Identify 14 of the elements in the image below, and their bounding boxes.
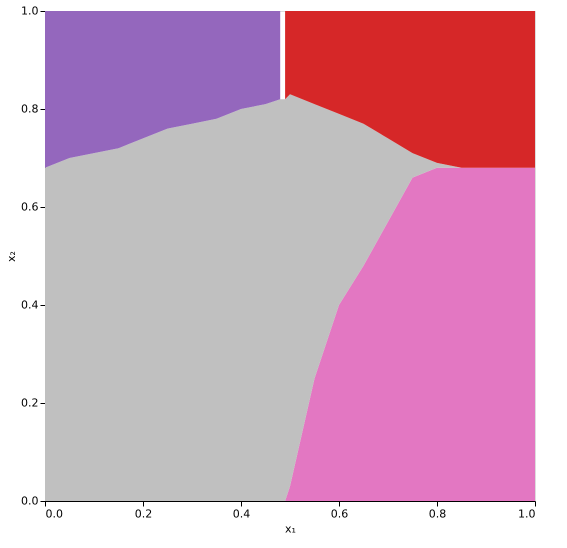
y-tick-label: 1.0 bbox=[21, 4, 38, 18]
x-tick-label: 0.6 bbox=[330, 508, 348, 520]
y-axis-title: x₂ bbox=[5, 251, 18, 262]
y-tick-label: 0.0 bbox=[21, 494, 38, 508]
x-tick-label: 0.2 bbox=[134, 508, 152, 520]
x-tick-label: 1.0 bbox=[518, 508, 536, 520]
y-tick-label: 0.4 bbox=[21, 298, 38, 312]
y-tick-label: 0.8 bbox=[21, 102, 38, 116]
x-axis-title: x₁ bbox=[285, 522, 296, 536]
x-tick-label: 0.8 bbox=[428, 508, 446, 520]
x-tick-label: 0.4 bbox=[232, 508, 250, 520]
y-tick-label: 0.6 bbox=[21, 200, 38, 214]
y-tick-label: 0.2 bbox=[21, 396, 38, 410]
x-tick-label: 0.0 bbox=[46, 508, 63, 520]
